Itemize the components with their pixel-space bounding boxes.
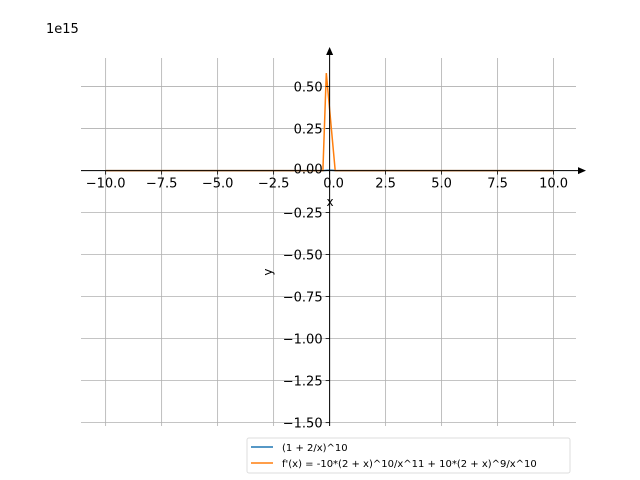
y-axis-arrow-icon <box>326 47 334 55</box>
legend: (1 + 2/x)^10 f'(x) = -10*(2 + x)^10/x^11 … <box>246 437 571 474</box>
grid <box>81 58 576 426</box>
y-tick-label: 0.00 <box>294 163 323 178</box>
y-offset-label: 1e15 <box>46 22 79 37</box>
x-tick-label: −7.5 <box>146 177 178 192</box>
y-tick-label: −1.25 <box>283 375 323 390</box>
legend-entry: f'(x) = -10*(2 + x)^10/x^11 + 10*(2 + x)… <box>282 459 537 470</box>
y-tick-label: 0.25 <box>294 123 323 138</box>
y-tick-label: 0.50 <box>294 81 323 96</box>
y-axis-label: y <box>261 268 275 275</box>
x-tick-label: −5.0 <box>202 177 234 192</box>
x-tick-label: −10.0 <box>86 177 126 192</box>
x-tick-label: 7.5 <box>487 177 508 192</box>
y-tick-label: −0.25 <box>283 207 323 222</box>
x-axis-label: x <box>326 195 333 209</box>
axes <box>81 47 586 426</box>
x-tick-label: −2.5 <box>258 177 290 192</box>
x-tick-label: 10.0 <box>539 177 568 192</box>
ticks: −10.0 −7.5 −5.0 −2.5 0.0 2.5 5.0 7.5 10.0 0.50 0.2… <box>86 81 568 432</box>
legend-entry: (1 + 2/x)^10 <box>282 443 348 454</box>
x-tick-label: 0.0 <box>323 177 344 192</box>
y-tick-label: −0.50 <box>283 249 323 264</box>
y-tick-label: −1.50 <box>283 417 323 432</box>
x-tick-label: 5.0 <box>431 177 452 192</box>
legend-box <box>246 437 571 474</box>
x-axis-arrow-icon <box>578 167 586 175</box>
y-tick-label: −1.00 <box>283 333 323 348</box>
x-tick-label: 2.5 <box>375 177 396 192</box>
y-tick-label: −0.75 <box>283 291 323 306</box>
